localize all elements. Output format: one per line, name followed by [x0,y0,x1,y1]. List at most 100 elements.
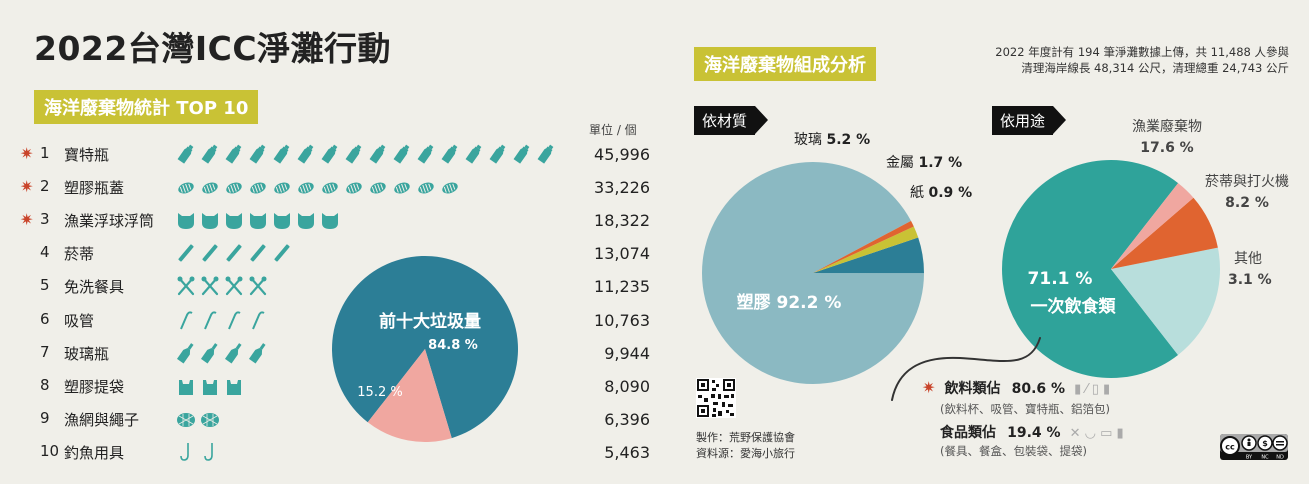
top10-row: 5 免洗餐具 11,235 [20,273,650,301]
cigarette-butt-icon [200,242,220,268]
buoy-icon [296,209,316,235]
bottle-cap-icon [392,176,412,202]
bottle-cap-icon [272,176,292,202]
glass-bottle-icon [224,342,244,368]
plastic-bag-icon [200,375,220,401]
label-cigarette: 菸蒂與打火機 8.2 % [1196,171,1298,211]
material-pie: 塑膠 92.2 % [702,161,924,384]
slice-pct-food-drink: 71.1 % [1028,269,1093,289]
item-value: 9,944 [604,343,650,363]
pie-slice [332,256,518,439]
bottle-icon [344,143,364,169]
utensils-icon [224,275,244,301]
slice-label-plastic: 塑膠 92.2 % [737,292,842,313]
bottle-cap-icon [176,176,196,202]
label-glass-pct: 5.2 % [826,132,871,148]
rank-number: 10 [40,441,60,460]
glass-bottle-icon [200,342,220,368]
item-name: 釣魚用具 [64,443,125,462]
qr-code-icon[interactable] [696,378,736,418]
bottle-cap-icon [296,176,316,202]
cigarette-butt-icon [272,242,292,268]
icon-pictogram [176,408,224,430]
cc-license-badge[interactable]: cc $ BY NC ND [1220,434,1288,461]
item-name: 塑膠提袋 [64,377,125,396]
top10-row: 9 漁網與繩子 6,396 [20,406,650,434]
top10-row: 7 玻璃瓶 9,944 [20,340,650,368]
glass-bottle-icon [176,342,196,368]
bottle-icon [440,143,460,169]
bottle-icon [272,143,292,169]
label-fishery-pct: 17.6 % [1140,140,1194,156]
food-items: (餐具、餐盒、包裝袋、提袋) [940,444,1087,458]
item-value: 18,322 [594,211,650,231]
item-value: 6,396 [604,409,650,429]
pie-slice [1111,247,1220,355]
rank-number: 7 [40,342,50,361]
label-fishery: 漁業廢棄物 17.6 % [1118,116,1216,156]
buoy-icon [272,209,292,235]
icon-pictogram [176,275,272,297]
rank-number: 4 [40,243,50,262]
top10-row: 4 菸蒂 13,074 [20,240,650,268]
bottle-icon [248,143,268,169]
pie-slice [813,220,914,273]
item-name: 菸蒂 [64,245,95,264]
label-metal: 金屬 1.7 % [886,152,962,172]
pointer-curve [891,337,1041,401]
pie-slice [1002,160,1179,378]
star-icon: ✷ [20,144,34,163]
bottle-icon [368,143,388,169]
svg-text:BY: BY [1246,455,1253,461]
bottle-icon [320,143,340,169]
bottle-cap-icon [224,176,244,202]
item-name: 玻璃瓶 [64,344,110,363]
item-value: 8,090 [604,376,650,396]
item-name: 塑膠瓶蓋 [64,179,125,198]
bottle-icon [512,143,532,169]
fishing-net-icon [200,408,220,434]
cigarette-butt-icon [224,242,244,268]
top10-row: ✷ 3 漁業浮球浮筒 18,322 [20,207,650,235]
food-row: 食品類佔 19.4 % ✕ ◡ ▭ ▮ [940,422,1124,442]
plastic-bag-icon [176,375,196,401]
buoy-icon [224,209,244,235]
food-pct: 19.4 % [1007,425,1061,441]
item-name: 吸管 [64,311,95,330]
label-other-name: 其他 [1234,251,1262,267]
bottle-cap-icon [200,176,220,202]
bottle-icon [200,143,220,169]
credit-maker: 製作：荒野保護協會 [696,431,795,444]
summary-text: 2022 年度計有 194 筆淨灘數據上傳，共 11,488 人參與 清理海岸線… [995,44,1289,76]
bottle-cap-icon [416,176,436,202]
svg-text:NC: NC [1261,455,1269,461]
bottle-cap-icon [368,176,388,202]
item-value: 13,074 [594,244,650,264]
utensils-icon [200,275,220,301]
top10-row: ✷ 1 寶特瓶 45,996 [20,141,650,169]
glass-bottle-icon [248,342,268,368]
straw-icon [224,309,244,335]
item-name: 寶特瓶 [64,146,110,164]
use-pie: 71.1 % 一次飲食類 [1002,160,1220,378]
rank-number: 1 [40,144,50,162]
icon-pictogram [176,176,464,198]
pie-slice [1111,183,1194,269]
beverage-label: 飲料類佔 [944,381,1001,397]
icon-pictogram [176,375,248,397]
label-metal-pct: 1.7 % [918,155,963,171]
label-cigarette-pct: 8.2 % [1225,195,1269,211]
rank-number: 3 [40,210,50,229]
svg-text:cc: cc [1225,443,1235,452]
label-paper: 紙 0.9 % [910,182,972,202]
beverage-row: ✷ 飲料類佔 80.6 % ▮ ⁄ ▯ ▮ [922,378,1110,398]
pie-slice [813,237,924,274]
bottle-icon [224,143,244,169]
summary-line-2: 清理海岸線長 48,314 公尺，清理總重 24,743 公斤 [1021,61,1289,75]
star-icon: ✷ [922,378,936,397]
bottle-icon [176,143,196,169]
label-glass: 玻璃 5.2 % [794,129,870,149]
food-label: 食品類佔 [940,425,996,441]
rank-number: 6 [40,309,50,328]
svg-text:ND: ND [1276,455,1284,461]
